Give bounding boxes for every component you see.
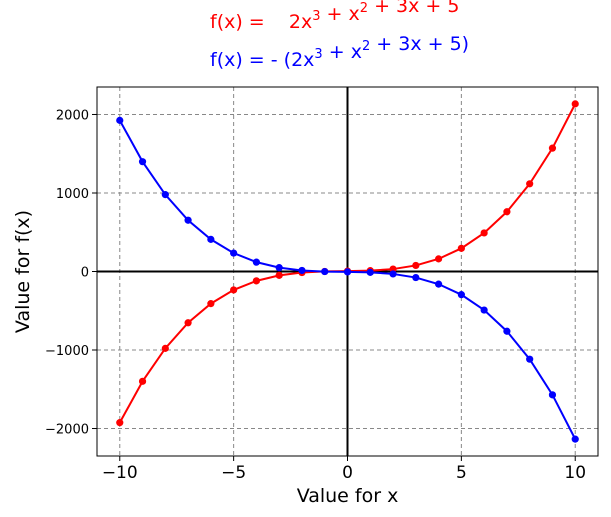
- y-axis-label: Value for f(x): [12, 210, 34, 333]
- y-tick-label: −1000: [45, 344, 89, 359]
- series-1-point: [207, 235, 215, 243]
- series-0-point: [526, 180, 534, 188]
- series-1-point: [275, 264, 283, 272]
- series-1-point: [298, 266, 306, 275]
- series-1-point: [161, 191, 169, 199]
- y-tick-label: 1000: [56, 187, 89, 202]
- x-tick-label: 10: [564, 463, 586, 483]
- x-tick-label: 5: [456, 463, 467, 483]
- series-1-point: [389, 270, 397, 278]
- series-1-point: [321, 267, 329, 276]
- series-1-point: [480, 306, 488, 314]
- series-0-point: [207, 300, 215, 308]
- x-tick-label: −10: [102, 463, 138, 483]
- series-1-point: [116, 116, 124, 124]
- title-line-blue: f(x) = - (2x3 + x2 + 3x + 5): [210, 33, 469, 71]
- x-tick-label: 0: [342, 463, 353, 483]
- series-1-point: [412, 273, 420, 282]
- series-0-point: [434, 255, 443, 263]
- series-1-point: [184, 216, 192, 224]
- series-0-point: [571, 100, 579, 108]
- series-1-point: [503, 327, 511, 335]
- series-0-point: [480, 229, 488, 237]
- series-0-point: [116, 419, 124, 427]
- series-0-point: [275, 271, 283, 279]
- series-1-point: [434, 280, 443, 288]
- series-0-point: [548, 144, 557, 152]
- series-1-point: [457, 291, 465, 299]
- series-1-point: [230, 249, 238, 257]
- series-0-point: [184, 319, 192, 327]
- y-tick-label: 2000: [56, 108, 89, 123]
- series-1-point: [548, 391, 557, 399]
- series-1-point: [571, 435, 579, 443]
- series-0-point: [252, 277, 261, 285]
- series-1-point: [366, 268, 374, 276]
- x-axis-label: Value for x: [297, 485, 399, 507]
- series-0-point: [503, 208, 511, 216]
- series-0-point: [161, 344, 169, 352]
- series-1-point: [343, 268, 352, 276]
- series-0-point: [138, 377, 147, 385]
- title-line-red: f(x) = 2x3 + x2 + 3x + 5: [210, 0, 459, 33]
- series-1-point: [252, 258, 261, 266]
- series-1-point: [138, 158, 147, 166]
- series-0-point: [230, 286, 238, 294]
- series-0-point: [457, 244, 465, 252]
- plot-area: −10 −5 0 5 10 −2000 −1000 0 1000 2000: [45, 86, 599, 483]
- series-1-point: [526, 355, 534, 363]
- x-tick-label: −5: [221, 463, 246, 483]
- y-tick-label: −2000: [45, 423, 89, 438]
- y-tick-label: 0: [81, 266, 89, 281]
- series-0-point: [412, 261, 420, 270]
